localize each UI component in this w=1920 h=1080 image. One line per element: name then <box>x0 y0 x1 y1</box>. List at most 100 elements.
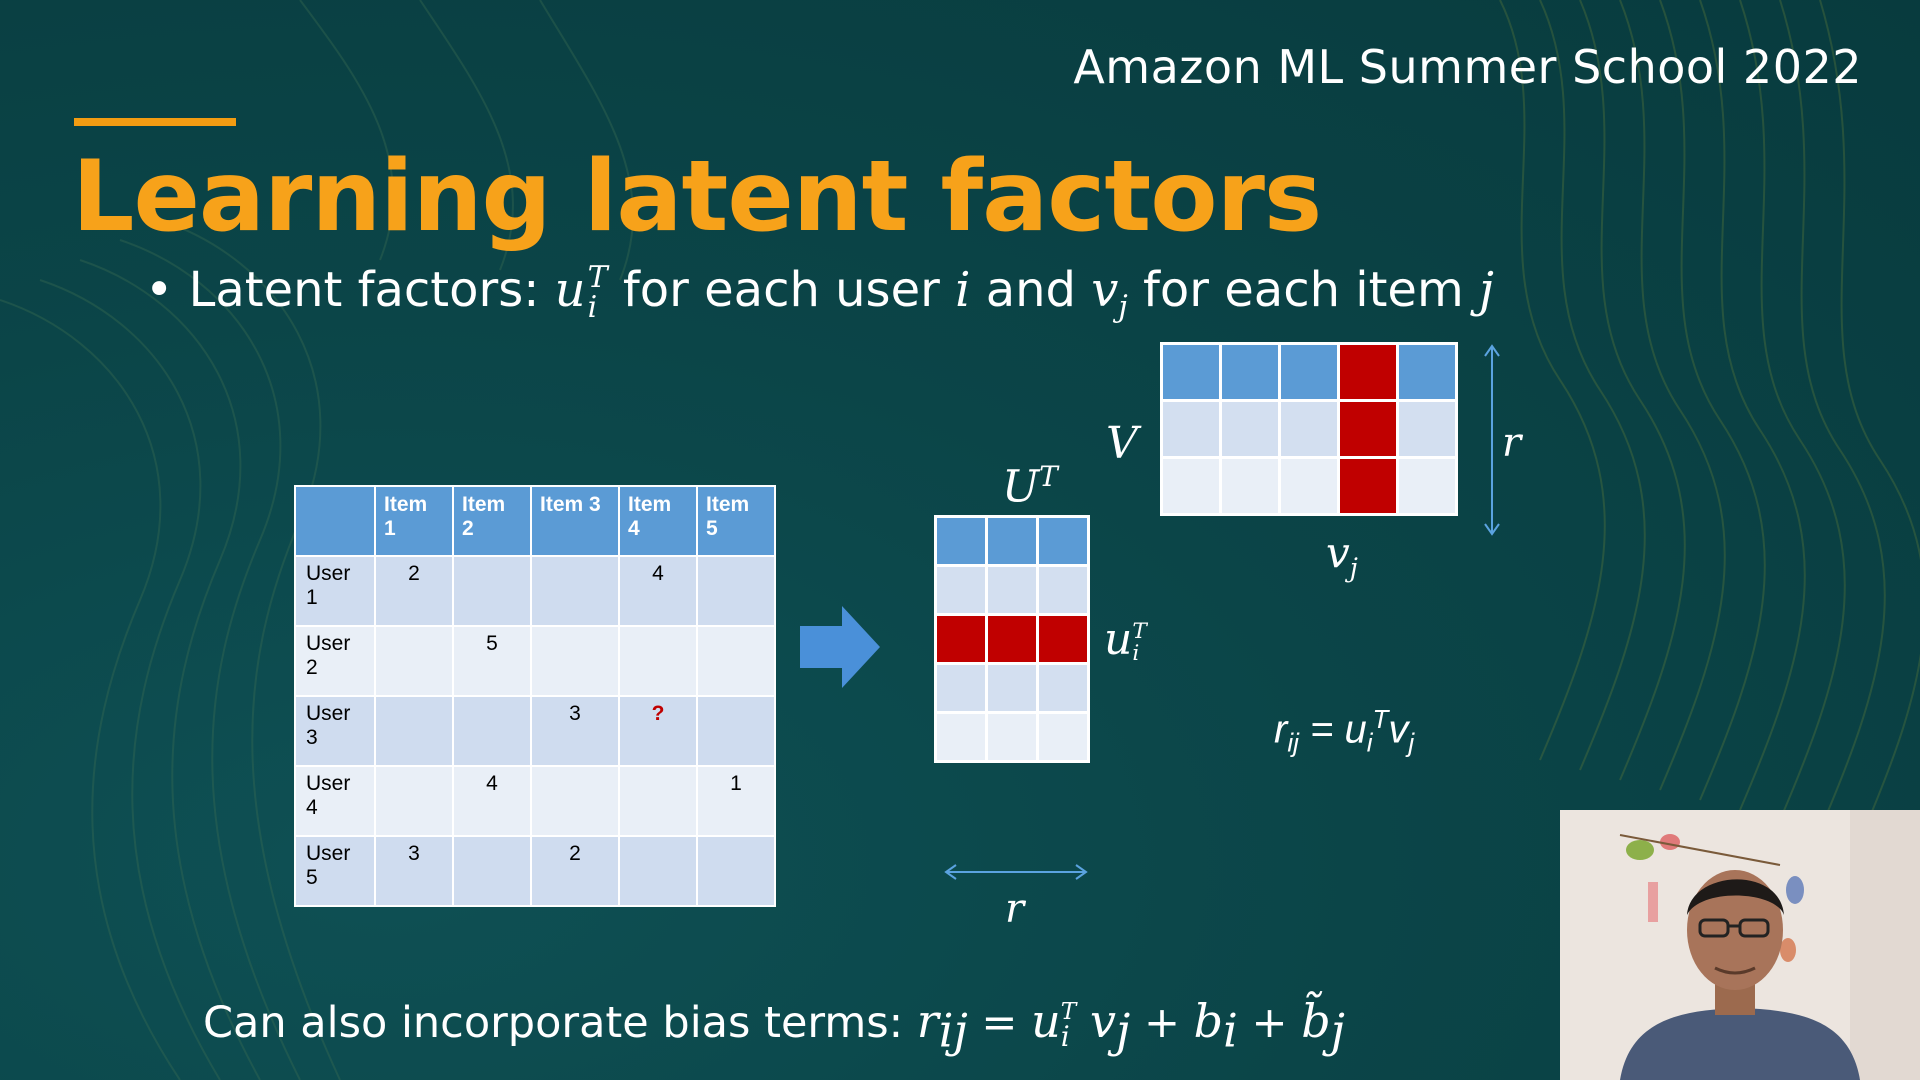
table-row-user: User 2 <box>294 625 376 697</box>
right-arrow-icon <box>800 606 880 688</box>
ut-sup: T <box>1039 460 1058 493</box>
bullet-mid3: for each item <box>1143 262 1464 318</box>
table-row-user: User 1 <box>294 555 376 627</box>
bias-plus2: + <box>1251 998 1288 1048</box>
bullet-mid1: for each user <box>622 262 940 318</box>
bias-u-sub: i <box>1060 1020 1070 1054</box>
matrix-cell <box>1039 518 1087 564</box>
bias-r-sub: ij <box>938 1003 968 1058</box>
r-vertical-label: r <box>1502 420 1522 466</box>
bullet-prefix: Latent factors: <box>188 262 540 318</box>
vj-label: vj <box>1326 528 1358 583</box>
table-cell <box>696 835 776 907</box>
table-cell <box>530 765 620 837</box>
matrix-cell <box>1222 345 1278 399</box>
matrix-cell <box>1222 459 1278 513</box>
matrix-cell <box>988 567 1036 613</box>
u-sup: T <box>587 260 608 295</box>
table-cell <box>618 835 698 907</box>
matrix-cell <box>1281 402 1337 456</box>
table-cell: 4 <box>618 555 698 627</box>
ut-matrix <box>934 515 1090 763</box>
table-header-item-4: Item 4 <box>618 485 698 557</box>
matrix-cell <box>1163 402 1219 456</box>
matrix-cell <box>1222 402 1278 456</box>
ut-symbol: U <box>1002 461 1040 513</box>
matrix-cell <box>1039 665 1087 711</box>
table-cell: 1 <box>696 765 776 837</box>
slide-title: Learning latent factors <box>72 140 1322 254</box>
title-accent-bar <box>74 118 236 126</box>
matrix-cell <box>988 714 1036 760</box>
bias-plus1: + <box>1143 998 1180 1048</box>
ui-sub: i <box>1132 640 1140 666</box>
matrix-cell <box>1039 567 1087 613</box>
table-row: User 5 3 2 <box>294 835 776 907</box>
bias-b: b <box>1193 994 1224 1048</box>
vj-col-cell <box>1340 402 1396 456</box>
table-cell <box>696 625 776 697</box>
table-header-item-2: Item 2 <box>452 485 532 557</box>
formula-v: v <box>1388 707 1409 752</box>
v-matrix <box>1160 342 1458 516</box>
matrix-cell <box>1399 459 1455 513</box>
bullet-dot: • <box>145 262 174 318</box>
i-var: i <box>955 262 971 318</box>
formula-u-sup: T <box>1372 704 1389 734</box>
matrix-cell <box>937 518 985 564</box>
matrix-cell <box>937 567 985 613</box>
table-header-item-1: Item 1 <box>374 485 454 557</box>
table-header-item-3: Item 3 <box>530 485 620 557</box>
ui-row-cell <box>988 616 1036 662</box>
matrix-cell <box>937 714 985 760</box>
unknown-rating-cell: ? <box>618 695 698 767</box>
matrix-cell <box>937 665 985 711</box>
bias-text: Can also incorporate bias terms: <box>203 998 904 1048</box>
table-row: User 2 5 <box>294 625 776 697</box>
vj-col-cell <box>1340 345 1396 399</box>
table-cell <box>452 695 532 767</box>
table-cell <box>618 625 698 697</box>
table-cell <box>618 765 698 837</box>
vj-symbol: v <box>1326 528 1350 577</box>
table-row: User 3 3 ? <box>294 695 776 767</box>
matrix-cell <box>1039 714 1087 760</box>
vj-sub: j <box>1349 553 1358 584</box>
ui-symbol: u <box>1104 614 1133 665</box>
ui-sup: T <box>1132 618 1147 644</box>
j-var: j <box>1478 262 1494 318</box>
bias-b-tilde: b̃ <box>1301 994 1331 1048</box>
table-cell <box>452 835 532 907</box>
ui-row-cell <box>937 616 985 662</box>
ui-row-cell <box>1039 616 1087 662</box>
table-cell <box>696 555 776 627</box>
bias-u: u <box>1031 994 1061 1048</box>
table-cell <box>374 695 454 767</box>
table-row: User 4 4 1 <box>294 765 776 837</box>
bullet-mid2: and <box>985 262 1077 318</box>
table-cell: 2 <box>374 555 454 627</box>
table-cell <box>374 765 454 837</box>
formula-r-sub: ij <box>1287 727 1299 758</box>
matrix-cell <box>1163 459 1219 513</box>
v-label: V <box>1106 418 1138 469</box>
presenter-video <box>1560 810 1920 1080</box>
matrix-cell <box>1281 459 1337 513</box>
r-horizontal-label: r <box>1005 886 1025 932</box>
formula-r: r <box>1274 707 1288 752</box>
ratings-table: Item 1 Item 2 Item 3 Item 4 Item 5 User … <box>294 485 776 907</box>
table-row-user: User 5 <box>294 835 376 907</box>
bias-terms-line: Can also incorporate bias terms: rij = u… <box>203 994 1345 1058</box>
v-sub: j <box>1118 289 1128 325</box>
matrix-cell <box>1399 402 1455 456</box>
u-symbol: u <box>554 262 586 318</box>
table-row-user: User 4 <box>294 765 376 837</box>
bias-v: v <box>1090 994 1116 1048</box>
table-cell <box>374 625 454 697</box>
bias-b-sub: i <box>1223 1003 1238 1058</box>
table-cell: 2 <box>530 835 620 907</box>
